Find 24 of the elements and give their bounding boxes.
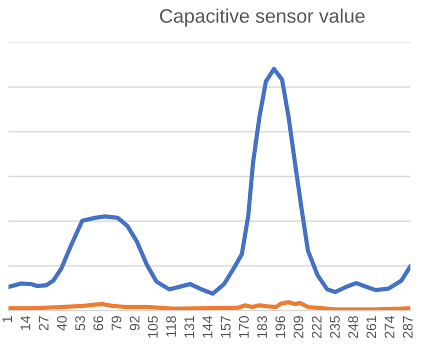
x-tick-label: 53	[75, 316, 85, 330]
x-tick-label: 170	[238, 316, 249, 338]
x-tick-label: 1	[2, 316, 12, 322]
x-tick-label: 14	[20, 316, 30, 330]
x-tick-label: 105	[148, 316, 158, 338]
x-tick-label: 261	[366, 316, 376, 338]
x-tick-label: 40	[56, 316, 67, 331]
x-tick-label: 157	[220, 316, 231, 338]
x-tick-label: 183	[257, 316, 268, 338]
x-tick-label: 131	[184, 316, 194, 338]
x-tick-label: 118	[166, 316, 176, 337]
x-tick-label: 27	[38, 316, 48, 330]
x-tick-label: 144	[202, 316, 212, 338]
x-tick-label: 222	[312, 316, 322, 338]
x-tick-label: 248	[348, 316, 358, 338]
x-tick-label: 66	[93, 316, 104, 330]
x-tick-label: 235	[330, 316, 340, 338]
x-tick-label: 287	[402, 316, 413, 338]
x-tick-label: 196	[275, 316, 286, 338]
x-tick-label: 209	[294, 316, 304, 338]
chart-title: Capacitive sensor value	[160, 8, 365, 27]
x-tick-label: 92	[130, 316, 140, 330]
x-tick-label: 79	[112, 316, 122, 330]
x-tick-label: 274	[384, 316, 394, 338]
